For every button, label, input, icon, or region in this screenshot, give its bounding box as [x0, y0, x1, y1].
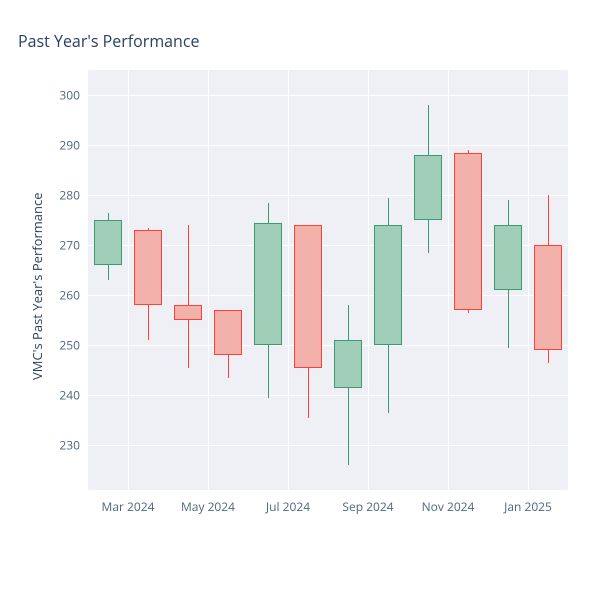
h-gridline — [88, 395, 568, 396]
h-gridline — [88, 195, 568, 196]
candle-body — [334, 340, 361, 388]
x-tick-label: Nov 2024 — [422, 498, 475, 515]
candle-body — [494, 225, 521, 290]
h-gridline — [88, 345, 568, 346]
y-tick-label: 290 — [40, 137, 80, 154]
chart-container: { "title": "Past Year's Performance", "y… — [0, 0, 600, 600]
x-tick-label: Jan 2025 — [504, 498, 552, 515]
h-gridline — [88, 445, 568, 446]
y-axis-label: VMC's Past Year's Performance — [28, 192, 46, 380]
plot-area — [88, 70, 568, 490]
x-tick-label: May 2024 — [181, 498, 235, 515]
candle-body — [94, 220, 121, 265]
candle-body — [174, 305, 201, 320]
chart-title: Past Year's Performance — [18, 30, 200, 52]
v-gridline — [368, 70, 369, 490]
y-tick-label: 300 — [40, 87, 80, 104]
candle-body — [134, 230, 161, 305]
candle-body — [254, 223, 281, 346]
y-tick-label: 280 — [40, 187, 80, 204]
y-tick-label: 250 — [40, 337, 80, 354]
candle-body — [454, 153, 481, 311]
candle-body — [374, 225, 401, 345]
y-tick-label: 240 — [40, 387, 80, 404]
v-gridline — [128, 70, 129, 490]
x-tick-label: Mar 2024 — [102, 498, 155, 515]
candle-body — [414, 155, 441, 220]
v-gridline — [528, 70, 529, 490]
x-tick-label: Sep 2024 — [342, 498, 393, 515]
x-tick-label: Jul 2024 — [266, 498, 310, 515]
candle-body — [534, 245, 561, 350]
candle-body — [294, 225, 321, 368]
y-tick-label: 260 — [40, 287, 80, 304]
y-tick-label: 270 — [40, 237, 80, 254]
h-gridline — [88, 145, 568, 146]
v-gridline — [448, 70, 449, 490]
v-gridline — [288, 70, 289, 490]
h-gridline — [88, 95, 568, 96]
candle-wick — [188, 225, 189, 368]
candle-body — [214, 310, 241, 355]
y-tick-label: 230 — [40, 437, 80, 454]
v-gridline — [208, 70, 209, 490]
